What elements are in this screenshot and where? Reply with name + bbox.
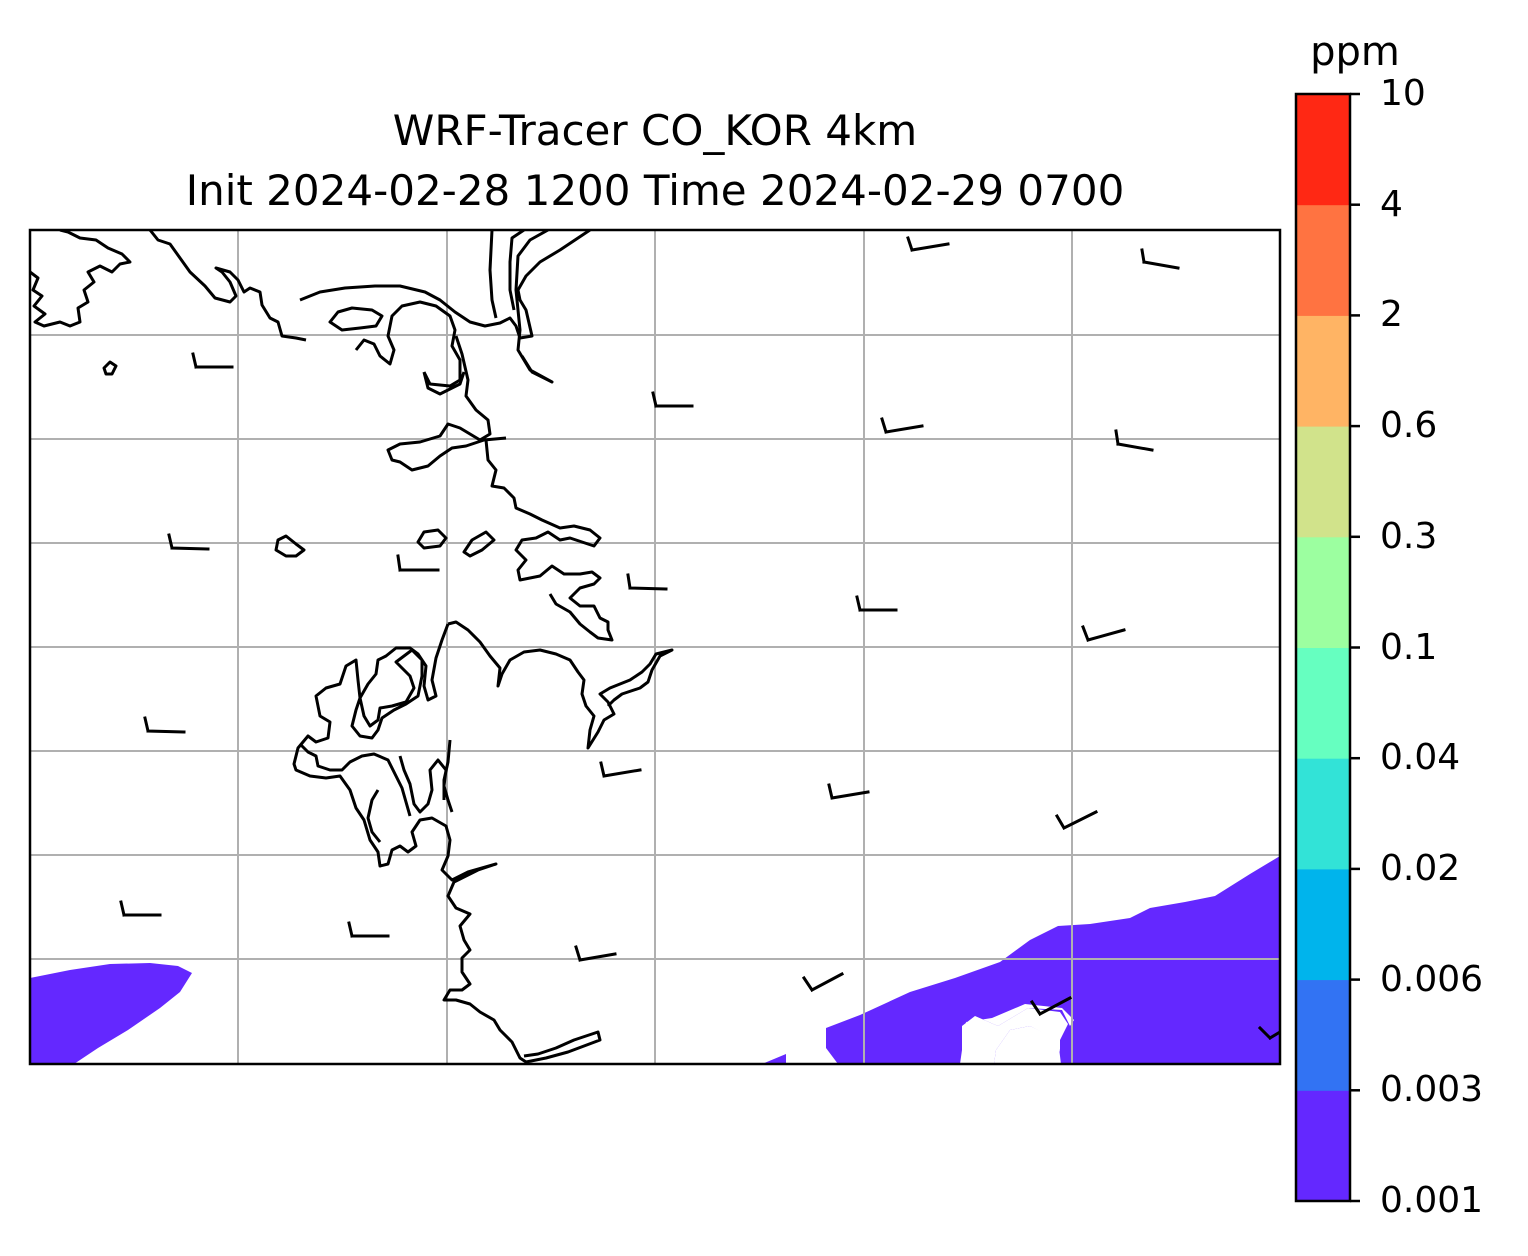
wind-barb [1054,809,1099,831]
coastline-central-west [484,439,614,642]
map-gridlines [30,230,1280,1064]
colorbar-tick-label: 0.04 [1380,737,1461,779]
chart-title-line2: Init 2024-02-28 1200 Time 2024-02-29 070… [185,166,1125,215]
colorbar-segment [1296,204,1350,316]
wind-barbs [119,236,1280,1041]
colorbar-segment [1296,647,1350,759]
colorbar-tick-label: 4 [1380,183,1403,225]
colorbar-segment [1296,979,1350,1091]
chart-title-line1: WRF-Tracer CO_KOR 4km [392,106,918,155]
colorbar-tick-label: 0.3 [1380,515,1438,557]
wind-barb [1114,429,1154,452]
coastline-islands-mid [102,360,496,558]
shaded-hole-fix [962,1008,1068,1064]
colorbar-unit-label: ppm [1310,29,1400,75]
colorbar-segment [1296,758,1350,870]
coastline-north-bay [148,230,307,342]
colorbar-tick-label: 0.001 [1380,1180,1484,1221]
colorbar-segment [1296,94,1350,206]
colorbar-tick-label: 2 [1380,294,1403,336]
wind-barb [1029,995,1073,1017]
coastline-estuary [354,300,507,472]
wind-barb [1140,248,1180,270]
colorbar-segment [1296,536,1350,648]
coastline-peninsula-west [299,230,591,340]
shaded-region-southwest [30,963,192,1064]
wind-barb [191,352,234,369]
wind-barb [827,783,870,800]
coastline-southwest-inlets [298,739,454,843]
colorbar [1294,92,1360,1203]
coastline-island-north [328,306,384,332]
colorbar-segment [1296,426,1350,538]
colorbar-tick-label: 0.006 [1380,958,1484,1000]
wind-barb [347,921,390,938]
wind-barb [143,716,186,734]
wind-barb [626,573,668,591]
map-plot-area [30,230,1280,1064]
wind-barb [906,236,950,252]
wind-barb [880,417,924,434]
wind-barb [855,595,898,612]
wind-barb [651,391,694,408]
wind-barb [396,554,440,572]
coastline-river-east [488,230,554,384]
wind-barb [801,971,845,993]
map-frame [28,228,1282,1066]
wind-barb [167,533,210,551]
colorbar-tick-label: 0.6 [1380,405,1438,447]
wind-barb [1257,1025,1280,1041]
coastline-southwest-coast [292,623,602,1064]
wind-barb [1081,625,1126,642]
colorbar-tick-label: 10 [1380,73,1426,114]
colorbar-tick-label: 0.1 [1380,626,1438,668]
coastline-northwest [30,230,132,328]
coastlines [30,230,674,1064]
colorbar-tick-label: 0.003 [1380,1069,1484,1111]
colorbar-segment [1296,868,1350,981]
wind-barb [574,945,617,962]
colorbar-tick-label: 0.02 [1380,847,1461,889]
wind-barb [119,900,162,917]
colorbar-segment [1296,1090,1350,1202]
wind-barb [599,761,642,778]
colorbar-segment [1296,315,1350,427]
coastline-southwest-bay [447,620,674,750]
